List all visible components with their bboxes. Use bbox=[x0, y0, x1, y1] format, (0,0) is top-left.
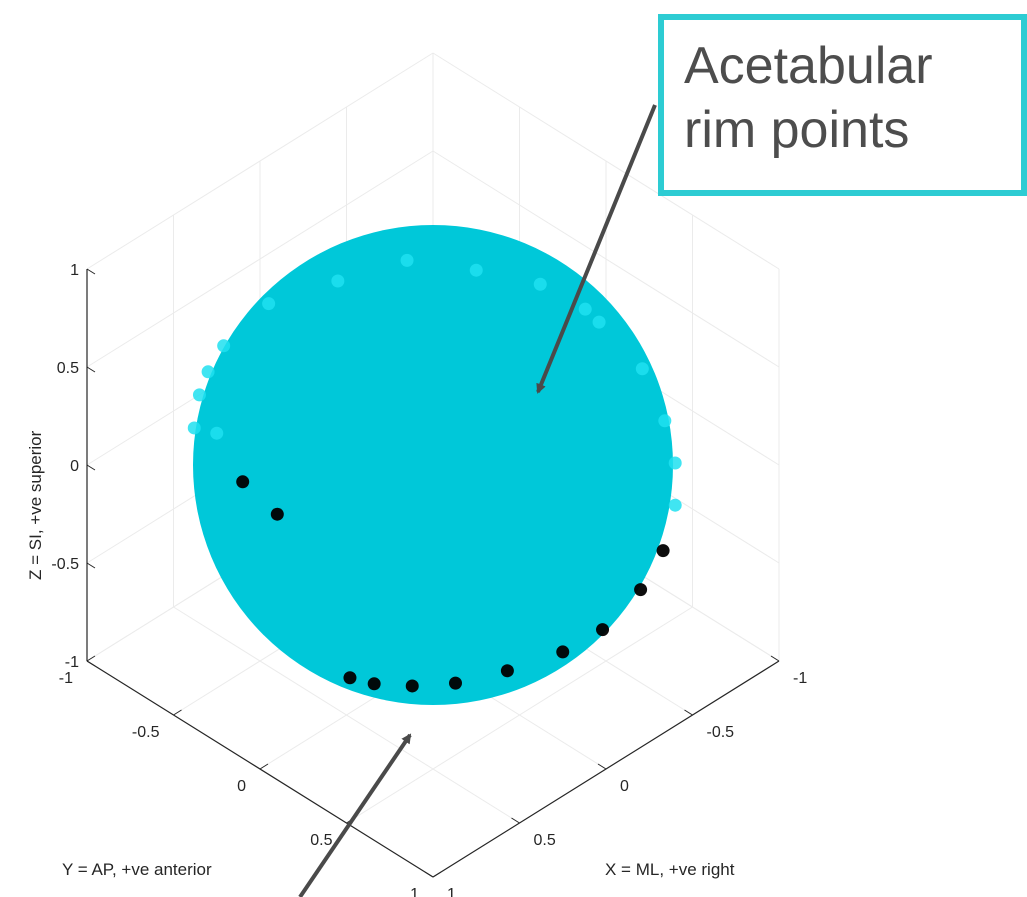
x-tick-label: 1 bbox=[447, 886, 456, 897]
rim-point bbox=[592, 315, 606, 329]
grid-line bbox=[86, 150, 434, 368]
z-tick bbox=[86, 464, 96, 471]
x-tick-label: -0.5 bbox=[707, 724, 735, 741]
grid-line bbox=[86, 52, 434, 270]
rim-point bbox=[236, 475, 250, 489]
rim-point bbox=[656, 544, 670, 558]
x-axis-label: X = ML, +ve right bbox=[605, 860, 735, 879]
rim-point bbox=[405, 679, 419, 693]
x-tick bbox=[511, 817, 520, 824]
z-tick bbox=[86, 366, 96, 373]
rim-point bbox=[400, 253, 414, 267]
x-tick-label: 0.5 bbox=[534, 832, 556, 849]
rim-point bbox=[578, 302, 592, 316]
sphere-surface bbox=[193, 225, 673, 705]
z-tick-label: -1 bbox=[65, 654, 79, 671]
y-tick-label: -1 bbox=[59, 670, 73, 687]
rim-point bbox=[500, 664, 514, 678]
rim-point bbox=[262, 297, 276, 311]
y-tick-label: 0 bbox=[237, 778, 246, 795]
y-tick bbox=[86, 655, 96, 662]
y-tick bbox=[173, 709, 182, 716]
z-tick-label: 0.5 bbox=[57, 360, 79, 377]
rim-point bbox=[596, 623, 610, 637]
grid-line bbox=[173, 606, 520, 824]
rim-point bbox=[448, 676, 462, 690]
annotation-callout: Acetabular rim points bbox=[658, 14, 1027, 196]
rim-point bbox=[668, 498, 682, 512]
rim-point bbox=[635, 362, 649, 376]
grid-line bbox=[432, 52, 780, 270]
y-tick-label: -0.5 bbox=[132, 724, 160, 741]
rim-point bbox=[634, 583, 648, 597]
rim-point bbox=[556, 645, 570, 659]
x-tick bbox=[424, 871, 434, 878]
grid-line bbox=[346, 606, 693, 824]
x-tick bbox=[684, 709, 693, 716]
rim-point bbox=[668, 456, 682, 470]
annotation-arrows bbox=[298, 104, 657, 897]
rim-point bbox=[192, 388, 206, 402]
x-tick-label: 0 bbox=[620, 778, 629, 795]
arrow-to-front-rim bbox=[298, 733, 412, 897]
annotation-text: Acetabular rim points bbox=[684, 37, 933, 159]
z-tick bbox=[86, 562, 96, 569]
rim-point bbox=[201, 365, 215, 379]
y-axis-label: Y = AP, +ve anterior bbox=[62, 860, 212, 879]
z-axis-label: Z = SI, +ve superior bbox=[26, 430, 45, 580]
x-tick-label: -1 bbox=[793, 670, 807, 687]
y-tick-label: 1 bbox=[410, 886, 419, 897]
rim-point bbox=[210, 426, 224, 440]
x-tick bbox=[597, 763, 607, 770]
arrow-to-back-rim bbox=[536, 104, 657, 394]
x-tick bbox=[770, 655, 780, 662]
y-tick bbox=[259, 763, 269, 770]
z-tick-label: 1 bbox=[70, 262, 79, 279]
rim-point bbox=[270, 507, 284, 521]
rim-point bbox=[367, 677, 381, 691]
z-tick bbox=[86, 268, 96, 275]
rim-point bbox=[331, 274, 345, 288]
y-tick-label: 0.5 bbox=[310, 832, 332, 849]
z-tick-label: 0 bbox=[70, 458, 79, 475]
tick-labels: -1 -1-1-0.5 -0.5-0.50 000.5 0.50.51 11 bbox=[51, 262, 807, 897]
z-tick bbox=[86, 660, 96, 667]
z-tick-label: -0.5 bbox=[51, 556, 79, 573]
rim-point bbox=[469, 263, 483, 277]
axes bbox=[86, 268, 780, 878]
rim-point bbox=[533, 277, 547, 291]
y-tick bbox=[432, 871, 442, 878]
rim-point bbox=[658, 414, 672, 428]
rim-point bbox=[343, 671, 357, 685]
rim-point bbox=[217, 339, 231, 353]
rim-point bbox=[187, 421, 201, 435]
rim-points bbox=[187, 253, 682, 693]
grid-line bbox=[432, 150, 780, 368]
